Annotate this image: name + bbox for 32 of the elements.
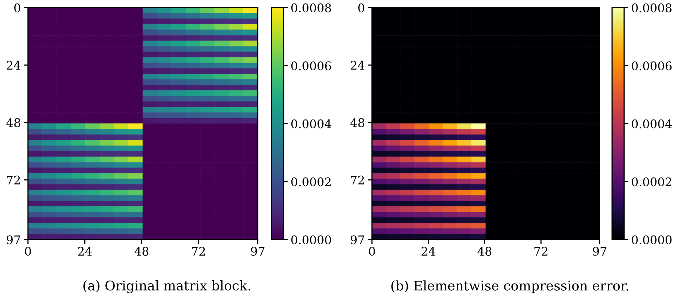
color-bar-label: 0.0004 bbox=[632, 120, 672, 129]
y-tick-label: 24 bbox=[351, 61, 365, 70]
color-bar-label: 0.0006 bbox=[632, 62, 672, 71]
x-tick-label: 48 bbox=[134, 247, 149, 256]
x-tick-label: 0 bbox=[25, 247, 32, 256]
x-tick-label: 24 bbox=[78, 247, 92, 256]
y-tick-label: 72 bbox=[7, 176, 20, 185]
y-tick-label: 24 bbox=[7, 61, 21, 70]
x-tick-label: 0 bbox=[369, 247, 376, 256]
y-tick-label: 72 bbox=[351, 176, 364, 185]
x-tick-label: 48 bbox=[478, 247, 492, 256]
color-bar-label: 0.0004 bbox=[292, 120, 332, 129]
text: (b) Elementwise compression error. bbox=[392, 280, 629, 294]
color-bar-label: 0.0002 bbox=[292, 178, 331, 187]
text: (a) Original matrix block. bbox=[84, 280, 251, 294]
x-tick-label: 24 bbox=[422, 247, 436, 256]
x-tick-label: 72 bbox=[534, 247, 548, 256]
x-tick-label: 97 bbox=[593, 247, 607, 256]
y-tick-label: 0 bbox=[14, 4, 20, 13]
x-tick-label: 97 bbox=[251, 247, 265, 256]
color-bar-label: 0.0000 bbox=[632, 236, 672, 245]
color-bar-label: 0.0008 bbox=[632, 4, 672, 13]
y-tick-label: 48 bbox=[6, 118, 20, 128]
color-bar-label: 0.0002 bbox=[632, 178, 672, 187]
color-bar-label: 0.0006 bbox=[292, 62, 332, 71]
color-bar-label: 0.0000 bbox=[292, 236, 332, 245]
x-tick-label: 72 bbox=[192, 247, 206, 256]
color-bar-label: 0.0008 bbox=[292, 4, 332, 13]
y-tick-label: 0 bbox=[358, 4, 364, 13]
y-tick-label: 97 bbox=[6, 236, 20, 245]
y-tick-label: 48 bbox=[350, 118, 364, 128]
y-tick-label: 97 bbox=[350, 236, 364, 245]
